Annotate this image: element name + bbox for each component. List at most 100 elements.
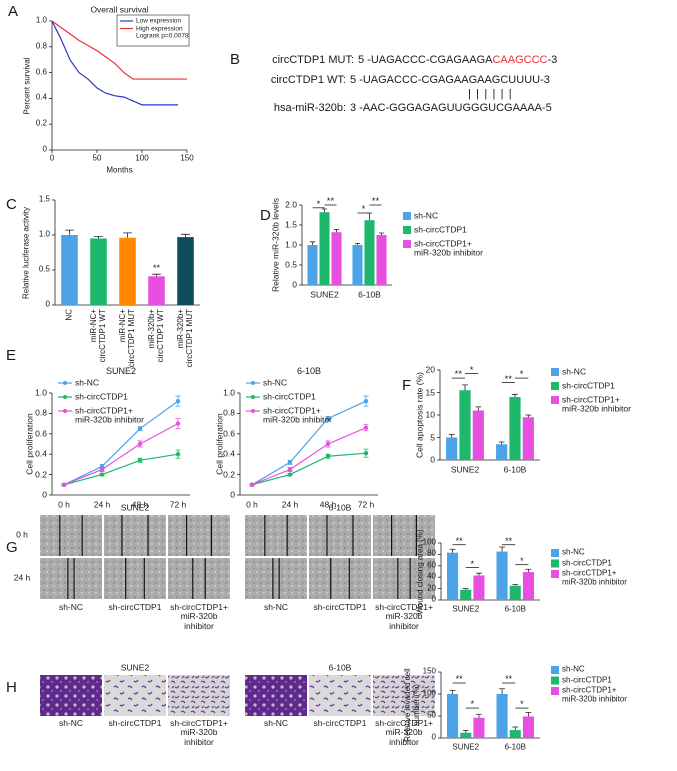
micrograph bbox=[168, 515, 230, 556]
x-tick-label: miR-NC+ circCTDP1 WT bbox=[88, 309, 107, 363]
legend-label: sh-circCTDP1 bbox=[414, 224, 467, 235]
x-tick-label: 150 bbox=[180, 153, 194, 163]
y-tick-label: 0 bbox=[431, 732, 436, 742]
sequence-name: hsa-miR-320b: bbox=[273, 101, 346, 114]
legend-label: Low expression bbox=[136, 17, 182, 25]
series-line bbox=[63, 423, 179, 486]
group-title: 6-10B bbox=[328, 502, 352, 513]
error-bar bbox=[462, 730, 469, 733]
micrograph bbox=[168, 558, 230, 599]
bar bbox=[522, 417, 534, 460]
panel-label: A bbox=[8, 2, 19, 20]
legend-marker bbox=[251, 395, 255, 399]
point bbox=[99, 467, 105, 472]
y-tick-label: 15 bbox=[425, 386, 435, 397]
column-label: sh-circCTDP1+ miR-320b inhibitor bbox=[375, 718, 433, 747]
error-bar bbox=[94, 236, 103, 239]
legend-label: sh-NC bbox=[562, 547, 585, 557]
y-tick-label: 80 bbox=[427, 548, 436, 558]
y-tick-label: 10 bbox=[425, 409, 435, 420]
y-axis-label: Percent survival bbox=[22, 57, 32, 114]
x-tick-label: 48 h bbox=[131, 499, 149, 510]
x-tick-label: 0 h bbox=[246, 499, 258, 510]
column-label: sh-circCTDP1 bbox=[108, 602, 162, 612]
panel-label: H bbox=[6, 678, 17, 696]
legend-label: sh-circCTDP1+ miR-320b inhibitor bbox=[562, 568, 627, 587]
error-bar bbox=[498, 441, 505, 445]
legend-marker bbox=[63, 409, 67, 413]
x-tick-label: miR-320b+ circCTDP1 WT bbox=[146, 309, 165, 363]
micrograph bbox=[309, 515, 371, 556]
legend-marker bbox=[63, 381, 67, 385]
significance: ** bbox=[455, 535, 463, 546]
bar bbox=[352, 245, 363, 285]
bar bbox=[376, 235, 387, 285]
y-tick-label: 0.2 bbox=[223, 468, 235, 479]
error-bar bbox=[448, 433, 455, 438]
bar bbox=[509, 585, 521, 600]
error-bar bbox=[499, 546, 505, 552]
x-tick-label: 100 bbox=[135, 153, 149, 163]
bar bbox=[119, 237, 136, 305]
panel-label: F bbox=[402, 376, 412, 394]
legend-label: sh-circCTDP1 bbox=[562, 675, 612, 685]
legend-swatch bbox=[403, 226, 411, 234]
bar bbox=[509, 397, 521, 460]
group-title: SUNE2 bbox=[120, 662, 150, 673]
sequence-name: circCTDP1 WT: bbox=[270, 73, 346, 86]
y-axis-label: Relative miR-320b levels bbox=[270, 197, 281, 293]
series-line bbox=[63, 400, 179, 486]
column-label: sh-circCTDP1+ miR-320b inhibitor bbox=[170, 718, 228, 747]
micrograph bbox=[104, 675, 166, 716]
significance: * bbox=[361, 203, 366, 215]
significance: * bbox=[470, 699, 475, 710]
legend-label: sh-NC bbox=[562, 664, 585, 674]
bar bbox=[447, 552, 459, 600]
error-bar bbox=[309, 241, 316, 245]
x-tick-label: 6-10B bbox=[504, 604, 526, 614]
y-tick-label: 1.5 bbox=[38, 194, 50, 204]
micrograph bbox=[245, 558, 307, 599]
y-tick-label: 5 bbox=[430, 431, 435, 442]
x-tick-label: SUNE2 bbox=[450, 464, 480, 475]
significance: ** bbox=[152, 262, 161, 273]
y-axis-label: Cell apoptosis rate (%) bbox=[414, 372, 425, 458]
error-bar bbox=[462, 384, 468, 391]
x-tick-label: 48 h bbox=[319, 499, 337, 510]
bar bbox=[522, 572, 534, 600]
series-line bbox=[51, 20, 178, 106]
y-tick-label: 0 bbox=[42, 489, 47, 500]
significance: ** bbox=[504, 373, 513, 385]
micrograph bbox=[373, 675, 435, 716]
legend-label: High expression bbox=[136, 24, 183, 32]
series-line bbox=[251, 427, 367, 486]
row-label: 0 h bbox=[16, 529, 28, 540]
legend-label: sh-circCTDP1 bbox=[75, 391, 128, 402]
bar bbox=[90, 238, 107, 305]
bar bbox=[460, 732, 472, 738]
point bbox=[325, 416, 331, 421]
x-tick-label: NC bbox=[64, 309, 74, 321]
micrograph bbox=[373, 558, 435, 599]
panel-label: D bbox=[260, 206, 271, 224]
micrograph bbox=[373, 515, 435, 556]
bar bbox=[319, 212, 330, 285]
legend-swatch bbox=[551, 687, 559, 695]
legend-swatch bbox=[551, 570, 559, 578]
y-tick-label: 20 bbox=[427, 583, 436, 593]
x-tick-label: 0 bbox=[49, 153, 55, 163]
legend-label: sh-circCTDP1+ miR-320b inhibitor bbox=[562, 685, 627, 704]
y-tick-label: 0.4 bbox=[35, 448, 47, 459]
group-title: SUNE2 bbox=[120, 502, 150, 513]
point bbox=[287, 467, 293, 472]
y-tick-label: 0.6 bbox=[35, 67, 47, 77]
y-tick-label: 1.0 bbox=[223, 387, 235, 398]
x-tick-label: 6-10B bbox=[504, 742, 526, 752]
x-tick-label: 72 h bbox=[357, 499, 375, 510]
x-tick-label: SUNE2 bbox=[452, 742, 480, 752]
x-tick-label: 0 h bbox=[58, 499, 70, 510]
error-bar bbox=[366, 212, 373, 221]
point bbox=[175, 452, 181, 457]
chart-title: 6-10B bbox=[296, 366, 322, 377]
point bbox=[287, 472, 293, 477]
